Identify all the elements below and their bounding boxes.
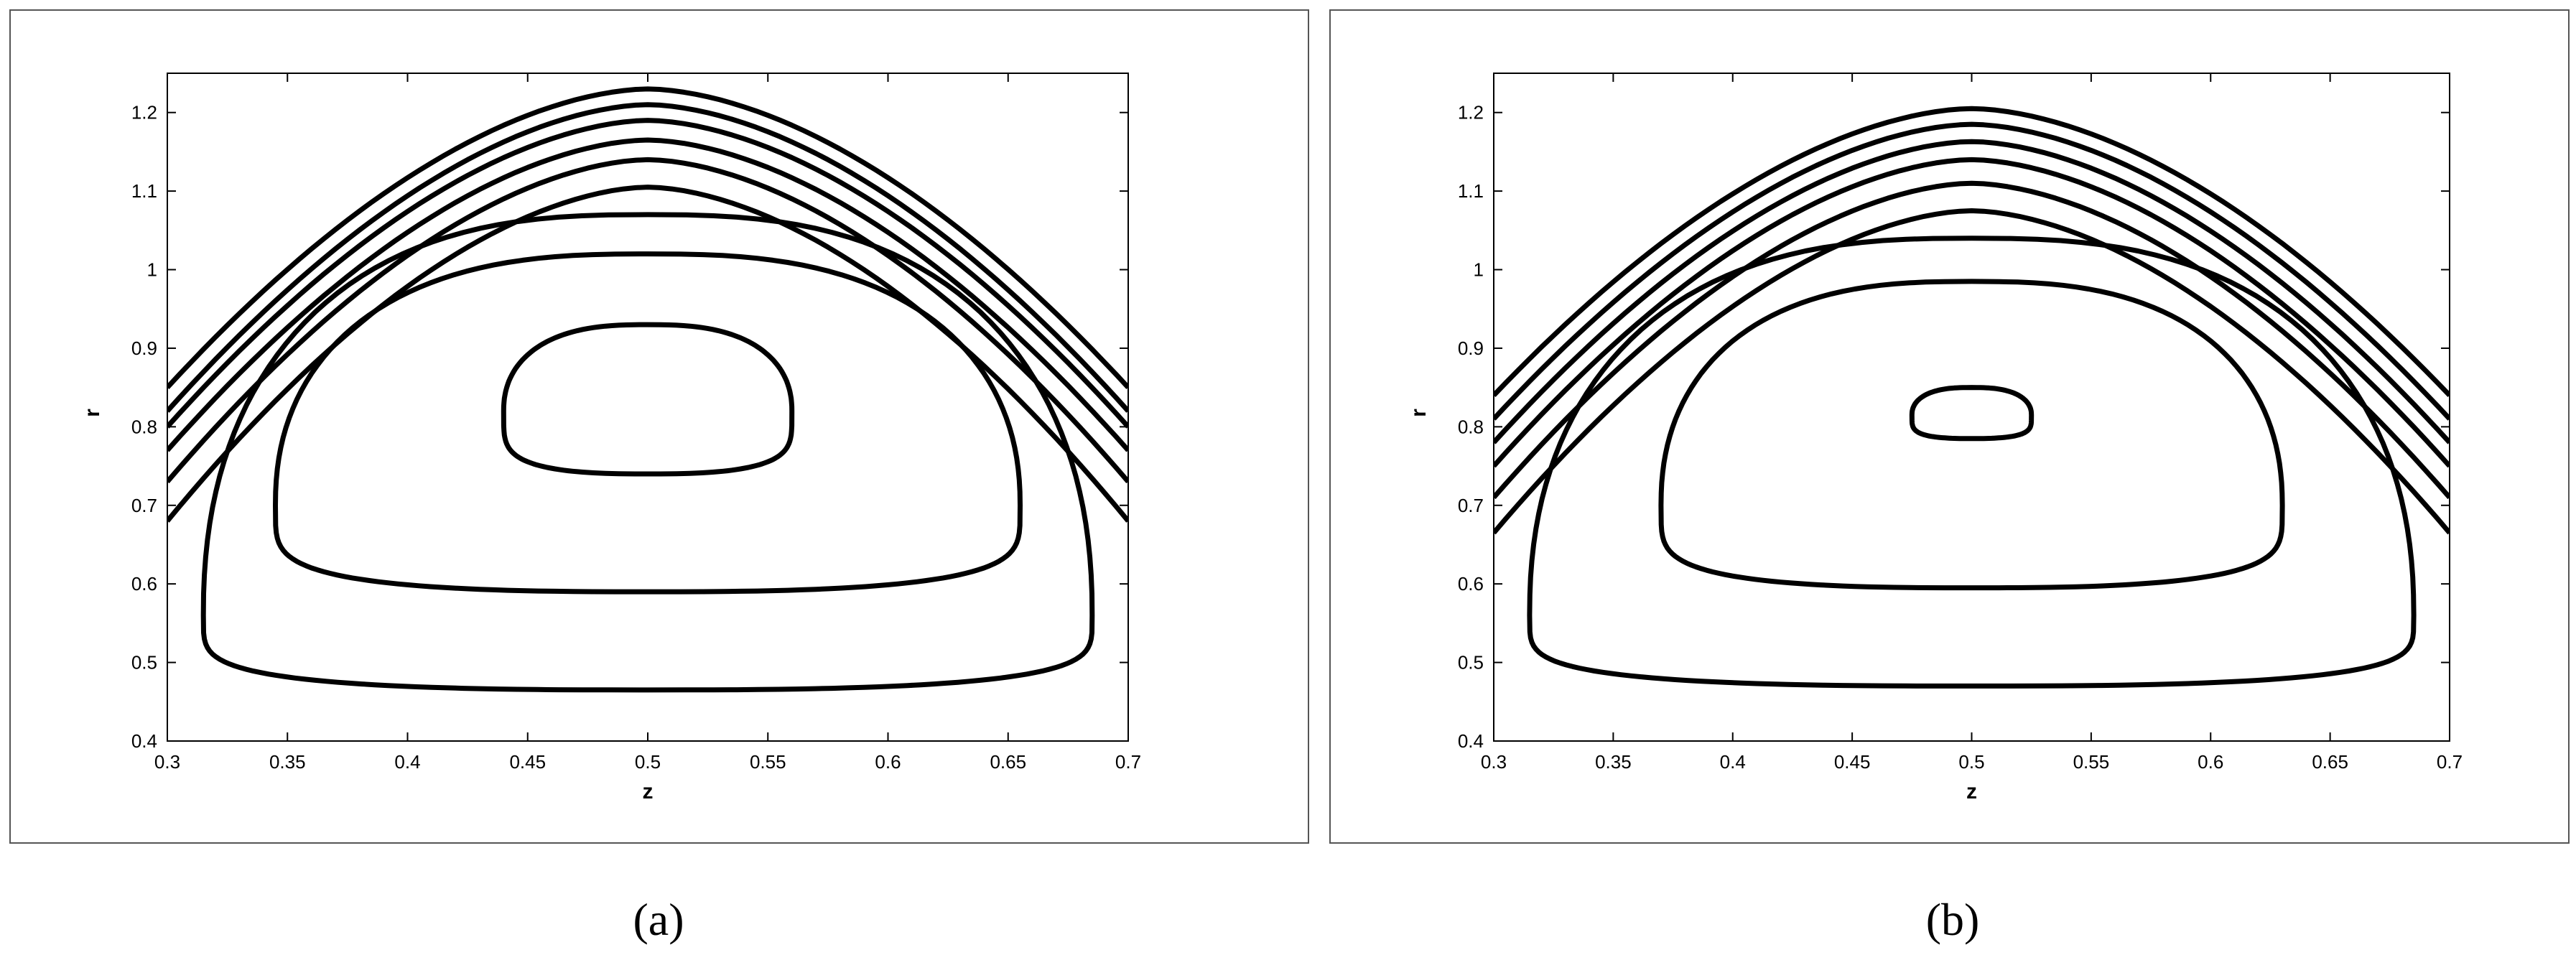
y-tick-label: 0.4 bbox=[1458, 730, 1484, 752]
contour-open-4 bbox=[167, 137, 1128, 452]
panel-caption: (b) bbox=[1926, 894, 1980, 945]
y-tick-label: 0.8 bbox=[131, 416, 157, 437]
x-tick-label: 0.3 bbox=[1481, 751, 1507, 773]
y-tick-label: 1.2 bbox=[131, 102, 157, 124]
x-tick-label: 0.3 bbox=[154, 751, 180, 773]
y-tick-label: 0.8 bbox=[1458, 416, 1484, 437]
x-tick-label: 0.55 bbox=[750, 751, 786, 773]
y-tick-label: 0.7 bbox=[1458, 495, 1484, 516]
y-tick-label: 0.9 bbox=[1458, 337, 1484, 359]
contour-open-6 bbox=[167, 185, 1128, 523]
contour-closed-1 bbox=[200, 212, 1095, 693]
contour-open-1 bbox=[1494, 106, 2450, 398]
x-tick-label: 0.45 bbox=[1834, 751, 1871, 773]
contour-closed-3 bbox=[1909, 385, 2035, 442]
chart-panel-a: 0.3 0.35 0.4 0.45 0.5 0.55 0.6 0.65 0.7 0.4 0.5 0.6… bbox=[9, 9, 1309, 945]
figure-frame bbox=[1329, 9, 2570, 844]
y-tick-label: 0.7 bbox=[131, 495, 157, 516]
plot-area bbox=[1493, 73, 2450, 742]
figure-frame bbox=[9, 9, 1309, 844]
contour-lines bbox=[1494, 106, 2450, 689]
chart-panel-b: 0.3 0.35 0.4 0.45 0.5 0.55 0.6 0.65 0.7 0.4 0.5 0.6… bbox=[1329, 9, 2570, 945]
contour-open-3 bbox=[1494, 139, 2450, 444]
x-tick-label: 0.45 bbox=[509, 751, 546, 773]
x-tick-label: 0.4 bbox=[394, 751, 420, 773]
contour-closed-3 bbox=[501, 322, 795, 477]
x-tick-label: 0.6 bbox=[2198, 751, 2223, 773]
y-tick-label: 1.1 bbox=[1458, 180, 1484, 202]
contour-open-2 bbox=[167, 102, 1128, 413]
contour-open-5 bbox=[167, 157, 1128, 484]
y-tick-label: 0.9 bbox=[131, 337, 157, 359]
y-tick-label: 0.4 bbox=[131, 730, 157, 752]
x-tick-label: 0.5 bbox=[1958, 751, 1984, 773]
x-tick-label: 0.35 bbox=[269, 751, 306, 773]
y-tick-label: 1 bbox=[147, 259, 157, 281]
y-axis-label: r bbox=[1407, 409, 1431, 417]
contour-lines bbox=[167, 86, 1128, 693]
contour-open-6 bbox=[1494, 208, 2450, 535]
contour-open-2 bbox=[1494, 121, 2450, 421]
contour-open-4 bbox=[1494, 157, 2450, 468]
x-tick-label: 0.7 bbox=[1115, 751, 1141, 773]
panel-caption: (a) bbox=[633, 894, 684, 945]
y-tick-label: 1 bbox=[1474, 259, 1484, 281]
x-axis-label: z bbox=[643, 780, 654, 803]
contour-closed-1 bbox=[1527, 236, 2417, 689]
x-tick-label: 0.5 bbox=[635, 751, 661, 773]
x-tick-label: 0.4 bbox=[1720, 751, 1746, 773]
x-tick-label: 0.35 bbox=[1595, 751, 1632, 773]
y-tick-label: 1.1 bbox=[131, 180, 157, 202]
x-axis-label: z bbox=[1966, 780, 1977, 803]
contour-open-5 bbox=[1494, 180, 2450, 500]
contour-open-3 bbox=[167, 118, 1128, 429]
x-tick-label: 0.6 bbox=[875, 751, 901, 773]
contour-open-1 bbox=[167, 86, 1128, 389]
y-axis-label: r bbox=[80, 409, 104, 417]
x-tick-label: 0.65 bbox=[990, 751, 1026, 773]
y-tick-label: 0.6 bbox=[1458, 573, 1484, 595]
x-tick-label: 0.55 bbox=[2073, 751, 2110, 773]
y-tick-label: 1.2 bbox=[1458, 102, 1484, 124]
x-tick-label: 0.65 bbox=[2312, 751, 2348, 773]
y-tick-label: 0.5 bbox=[131, 652, 157, 674]
contour-closed-2 bbox=[1658, 279, 2285, 591]
plot-area bbox=[167, 73, 1129, 742]
y-tick-label: 0.6 bbox=[131, 573, 157, 595]
x-tick-label: 0.7 bbox=[2437, 751, 2463, 773]
y-tick-label: 0.5 bbox=[1458, 652, 1484, 674]
contour-closed-2 bbox=[273, 251, 1023, 595]
